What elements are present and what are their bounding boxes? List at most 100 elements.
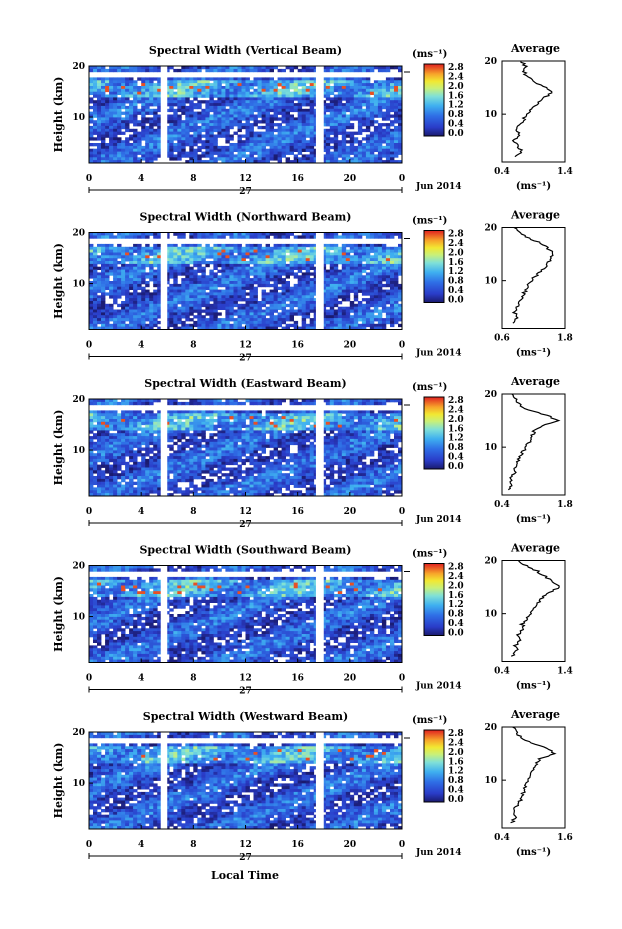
heatmap-cell [229,86,234,90]
heatmap-cell [341,298,347,302]
heatmap-cell [353,86,359,90]
heatmap-cell [365,283,371,288]
heatmap-cell [325,312,331,316]
heatmap-cell [261,120,266,124]
heatmap-cell [137,232,142,236]
heatmap-cell [381,413,387,417]
heatmap-cell [245,275,250,279]
heatmap-cell [165,292,170,296]
heatmap-cell [313,416,319,420]
heatmap-cell [261,272,266,276]
heatmap-cell [337,289,343,293]
data-gap [315,66,324,163]
heatmap-cell [209,252,214,256]
heatmap-cell [365,306,371,310]
heatmap-cell [289,125,294,130]
heatmap-cell [125,117,130,121]
heatmap-cell [321,309,327,313]
heatmap-cell [133,413,138,417]
heatmap-cell [381,306,387,310]
heatmap-cell [165,275,170,279]
heatmap-cell [89,303,94,308]
heatmap-cell [89,413,94,417]
heatmap-cell [173,289,178,293]
heatmap-cell [249,266,254,270]
heatmap-cell [169,303,174,308]
heatmap-cell [369,140,375,144]
heatmap-cell [169,252,174,256]
heatmap-cell [177,232,182,236]
heatmap-cell [93,263,98,268]
heatmap-cell [197,275,202,279]
heatmap-cell [205,232,210,236]
heatmap-cell [169,410,174,414]
heatmap-cell [169,266,174,270]
heatmap-cell [89,137,94,141]
heatmap-cell [297,114,303,118]
heatmap-cell [93,401,98,406]
heatmap-cell [265,86,270,90]
heatmap-cell [285,249,290,253]
heatmap-cell [137,399,142,403]
heatmap-cell [249,97,254,101]
heatmap-cell [189,140,194,144]
heatmap-cell [277,292,282,296]
average-profile-line [511,60,553,158]
heatmap-cell [125,232,130,236]
heatmap-cell [373,100,379,104]
heatmap-cell [145,243,150,248]
heatmap-cell [249,261,254,265]
heatmap-cell [105,232,110,236]
heatmap-cell [329,275,335,279]
heatmap-cell [394,252,399,256]
heatmap-cell [329,413,335,417]
heatmap-cell [321,315,327,319]
heatmap-cell [245,410,250,414]
heatmap-cell [233,416,238,420]
heatmap-cell [385,255,391,259]
heatmap-cell [353,261,359,265]
heatmap-cell [213,140,218,144]
heatmap-cell [89,283,94,288]
heatmap-cell [349,88,355,93]
heatmap-cell [185,312,190,316]
colorbar-tick-label: 0.0 [448,129,464,139]
heatmap-cell [385,320,391,325]
heatmap-cell [197,410,202,414]
heatmap-cell [105,97,110,101]
heatmap-cell [257,148,262,152]
heatmap-cell [117,261,122,265]
heatmap-cell [281,292,286,296]
heatmap-cell [277,140,282,144]
heatmap-cell [213,117,218,121]
heatmap-cell [209,157,214,161]
heatmap-cell [145,157,150,161]
heatmap-cell [365,410,371,414]
heatmap-cell [289,77,294,81]
heatmap-cell [325,103,331,107]
heatmap-cell [173,315,178,319]
heatmap-cell [169,66,174,70]
heatmap-cell [357,151,363,155]
heatmap-cell [325,105,331,110]
heatmap-cell [357,283,363,288]
heatmap-cell [101,298,106,302]
heatmap-cell [273,145,278,150]
heatmap-cell [265,123,270,127]
heatmap-cell [381,114,387,118]
heatmap-cell [293,137,299,141]
heatmap-cell [321,123,327,127]
heatmap-cell [301,83,307,87]
heatmap-cell [125,275,130,279]
heatmap-cell [257,232,262,236]
heatmap-cell [361,120,367,124]
heatmap-cell [385,145,391,150]
heatmap-cell [113,413,118,417]
heatmap-cell [309,261,315,265]
heatmap-cell [398,289,403,293]
heatmap-cell [285,318,290,322]
heatmap-cell [353,312,359,316]
heatmap-cell [245,286,250,290]
heatmap-cell [257,151,262,155]
heatmap-cell [113,103,118,107]
